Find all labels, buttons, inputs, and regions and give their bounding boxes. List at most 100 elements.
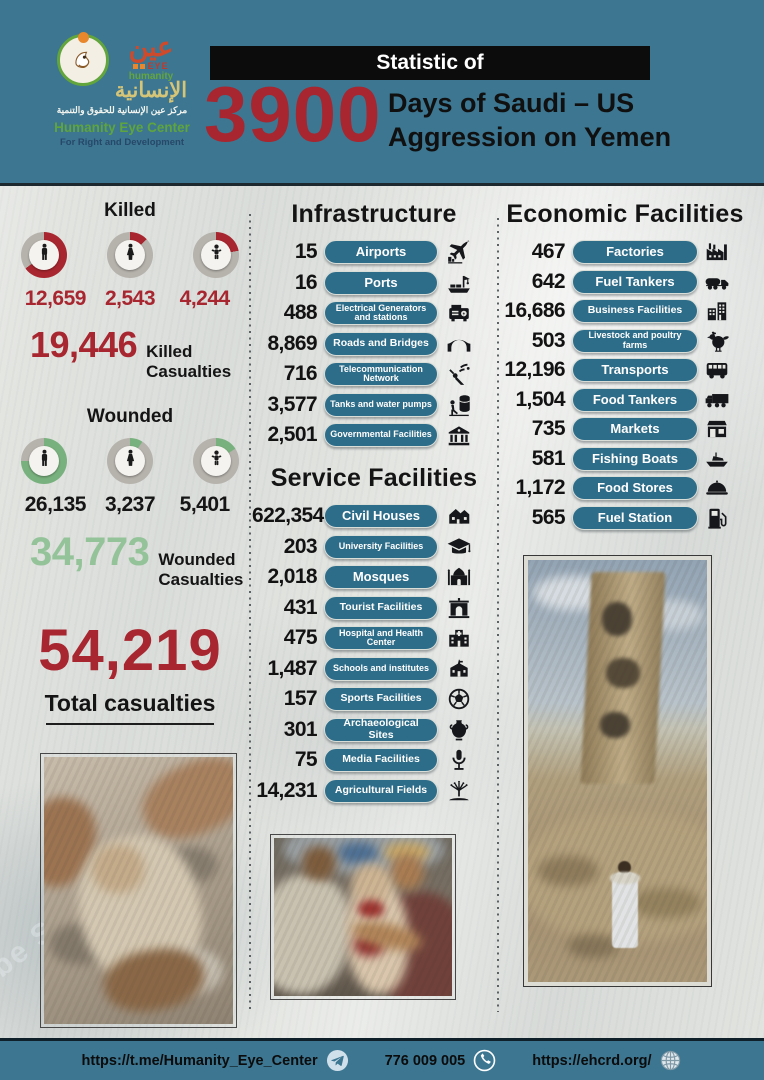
stat-label-pill: Tourist Facilities	[324, 595, 438, 620]
stat-label-pill: Airports	[324, 240, 438, 264]
grand-total-label: Total casualties	[44, 690, 216, 716]
grand-total-number: 54,219	[38, 618, 222, 683]
globe-icon	[659, 1049, 682, 1072]
stat-value: 2,501	[267, 423, 317, 446]
donut-chart	[107, 232, 153, 278]
stat-value: 75	[294, 748, 318, 771]
stat-value: 565	[531, 505, 566, 529]
fuel-pump-icon	[698, 505, 736, 531]
header: عين EYE humanity الإنسانية مركز عين الإن…	[0, 0, 764, 186]
stat-value: 14,231	[256, 778, 317, 802]
stat-row: 581 Fishing Boats	[500, 446, 750, 472]
stat-row: 301 Archaeological Sites	[252, 717, 496, 743]
stat-row: 15 Airports	[252, 239, 496, 265]
telegram-link[interactable]: https://t.me/Humanity_Eye_Center	[81, 1052, 318, 1069]
stat-value: 3,577	[267, 392, 317, 416]
stat-row: 14,231 Agricultural Fields	[252, 778, 496, 804]
food-dish-icon	[698, 475, 736, 501]
stat-label-pill: Archaeological Sites	[324, 717, 438, 742]
days-number: 3900	[204, 70, 382, 158]
logo-arabic-word: عين	[128, 32, 174, 62]
stat-label-pill: Hospital and Health Center	[324, 626, 438, 650]
donut-value: 2,543	[104, 287, 156, 310]
stat-value: 735	[531, 417, 566, 440]
wounded-total-label: Wounded Casualties	[158, 550, 244, 589]
stat-row: 2,018 Mosques	[252, 564, 496, 590]
website-contact: https://ehcrd.org/	[532, 1049, 682, 1072]
photo-destroyed-building	[523, 554, 712, 987]
field-sprinkler-icon	[438, 778, 480, 804]
stat-row: 3,577 Tanks and water pumps	[252, 392, 496, 418]
donut-chart	[193, 438, 239, 484]
stat-row: 157 Sports Facilities	[252, 686, 496, 712]
phone-icon	[473, 1049, 496, 1072]
dotted-divider-left	[249, 214, 251, 1012]
stat-value: 12,196	[504, 358, 565, 381]
website-link[interactable]: https://ehcrd.org/	[532, 1052, 652, 1069]
stat-value: 488	[283, 301, 318, 324]
stat-value: 475	[283, 626, 318, 649]
stat-label-pill: Roads and Bridges	[324, 331, 438, 356]
amphora-icon	[438, 717, 480, 743]
stat-value: 8,869	[267, 331, 317, 355]
water-tank-icon	[438, 392, 480, 418]
stat-value: 203	[283, 534, 318, 558]
org-tagline: For Right and Development	[59, 137, 185, 148]
footer: https://t.me/Humanity_Eye_Center 776 009…	[0, 1038, 764, 1080]
logo-eye-line: EYE	[133, 62, 168, 71]
killed-total: 19,446 Killed Casualties	[18, 324, 242, 382]
woman-icon	[121, 243, 140, 267]
government-building-icon	[438, 422, 480, 448]
stat-value: 1,172	[515, 476, 565, 499]
killed-donuts	[18, 232, 242, 278]
stat-label-pill: Electrical Generators and stations	[324, 301, 438, 325]
killed-values: 12,659 2,543 4,244	[18, 287, 242, 311]
phone-contact: 776 009 005	[385, 1049, 497, 1072]
wounded-total-number: 34,773	[30, 530, 150, 574]
factory-icon	[698, 239, 736, 265]
stat-row: 1,504 Food Tankers	[500, 387, 750, 413]
stat-value: 503	[531, 328, 566, 352]
stat-label-pill: Sports Facilities	[324, 687, 438, 711]
stat-row: 16 Ports	[252, 270, 496, 296]
title-line-2: Aggression on Yemen	[388, 122, 672, 152]
wounded-donuts	[18, 438, 242, 484]
stat-label-pill: Fuel Station	[572, 505, 698, 530]
stat-row: 488 Electrical Generators and stations	[252, 300, 496, 326]
stat-row: 467 Factories	[500, 239, 750, 265]
donut-chart	[193, 232, 239, 278]
economic-column: Economic Facilities 467 Factories 642 Fuel …	[500, 200, 750, 987]
service-facilities-title: Service Facilities	[270, 464, 478, 492]
stat-row: 565 Fuel Station	[500, 505, 750, 531]
stat-value: 622,354	[252, 504, 324, 527]
wounded-title: Wounded	[86, 406, 174, 427]
donut-value: 26,135	[24, 493, 87, 516]
stat-label-pill: Factories	[572, 240, 698, 264]
killed-total-number: 19,446	[30, 324, 138, 365]
stat-row: 622,354 Civil Houses	[252, 503, 496, 529]
infrastructure-title: Infrastructure	[291, 200, 457, 228]
boat-icon	[698, 446, 736, 472]
banner-label: Statistic of	[376, 51, 484, 74]
stat-row: 642 Fuel Tankers	[500, 269, 750, 295]
orange-square-icon	[140, 64, 146, 69]
monument-icon	[438, 595, 480, 621]
wounded-total: 34,773 Wounded Casualties	[18, 530, 244, 590]
stat-value: 301	[283, 717, 318, 741]
stat-label-pill: Food Tankers	[572, 387, 698, 412]
logo-arabic-name: الإنسانية	[114, 79, 188, 102]
photo-child-under-rubble	[40, 753, 237, 1028]
stat-value: 716	[283, 362, 318, 385]
wounded-values: 26,135 3,237 5,401	[18, 493, 242, 517]
graduation-cap-icon	[438, 534, 480, 560]
stat-row: 1,172 Food Stores	[500, 475, 750, 501]
stat-label-pill: Agricultural Fields	[324, 778, 438, 803]
stat-label-pill: Civil Houses	[324, 504, 438, 528]
office-building-icon	[698, 298, 736, 324]
stat-label-pill: Governmental Facilities	[324, 423, 438, 447]
microphone-icon	[438, 747, 480, 773]
killed-total-label: Killed Casualties	[146, 342, 232, 381]
antenna-icon	[438, 361, 480, 387]
dotted-divider-right	[497, 218, 499, 1012]
